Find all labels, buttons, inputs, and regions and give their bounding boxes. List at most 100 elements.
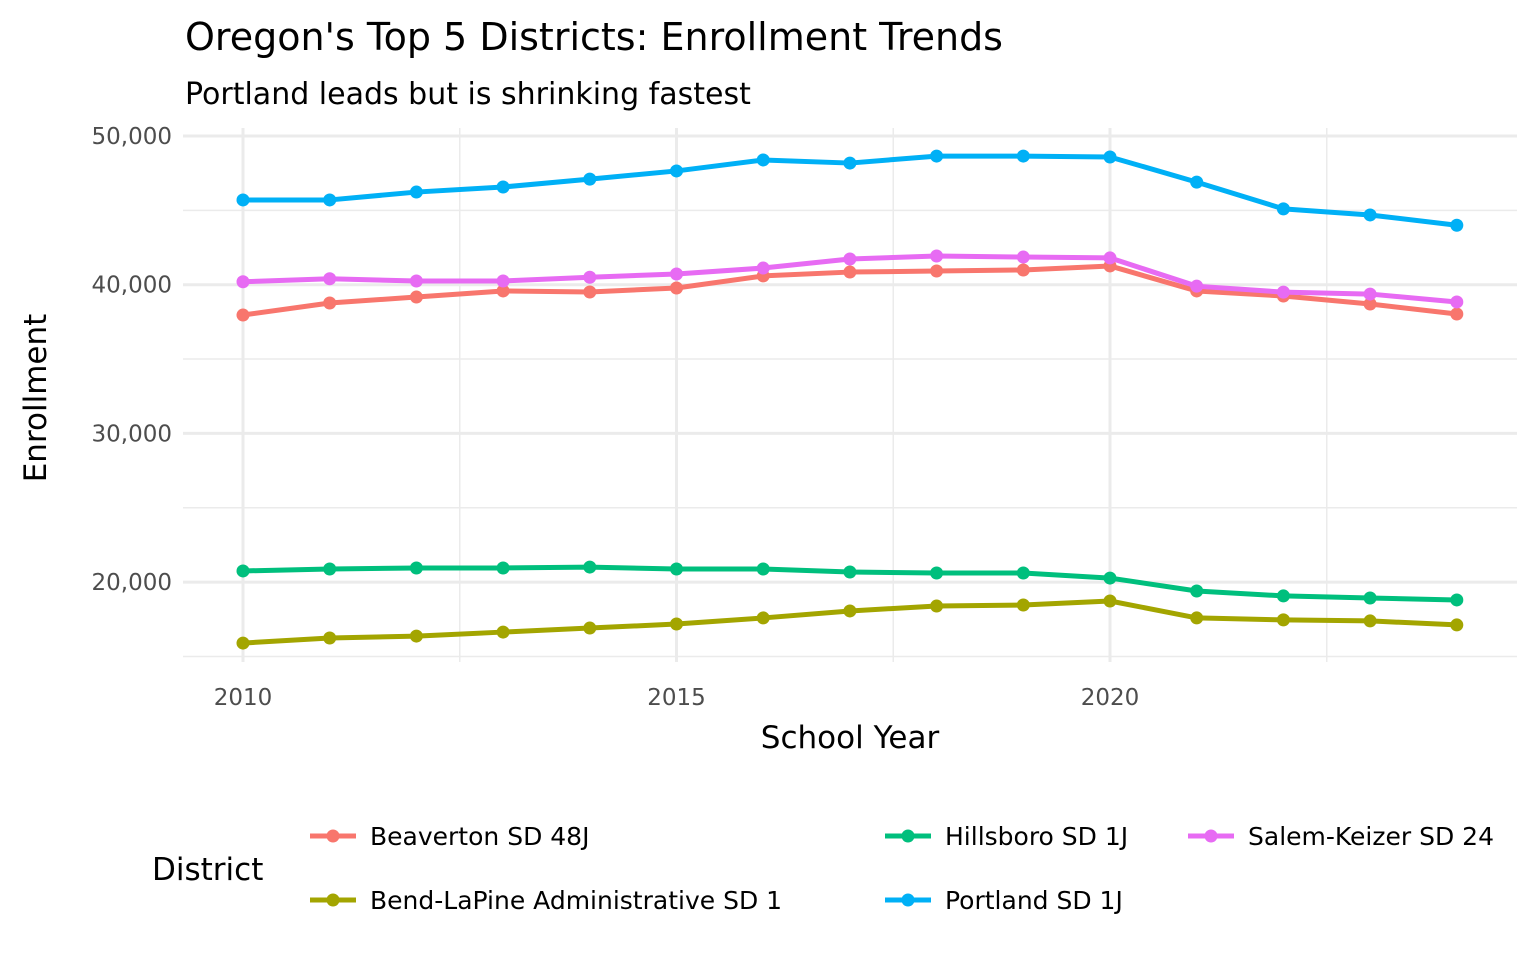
data-point [323,631,337,645]
legend-item: Beaverton SD 48J [310,822,589,851]
legend-key-point [1204,829,1218,843]
data-point [496,561,510,575]
data-point [409,274,423,288]
data-point [583,270,597,284]
data-point [1276,589,1290,603]
x-axis-ticks: 2010 2015 2020 [214,685,1140,711]
data-point [1190,175,1204,189]
data-point [670,281,683,295]
data-point [670,617,683,631]
legend-key-point [901,893,915,907]
legend-key-point [901,829,915,843]
data-point [1276,613,1290,627]
data-point [670,562,683,576]
data-point [1190,611,1204,625]
legend-key-point [326,893,340,907]
y-tick-label: 20,000 [92,570,172,596]
data-point [1363,591,1377,605]
data-point [1016,263,1030,277]
x-tick-label: 2015 [647,685,706,711]
data-point [236,564,250,578]
data-point [1363,208,1377,222]
data-point [930,249,944,263]
legend-item: Portland SD 1J [885,886,1123,915]
data-point [496,284,510,298]
data-point [236,275,250,289]
chart-title: Oregon's Top 5 Districts: Enrollment Tre… [185,15,1003,59]
x-tick-label: 2010 [214,685,273,711]
y-axis-label: Enrollment [18,314,54,483]
legend-title: District [152,852,263,888]
data-point [1016,250,1030,264]
data-point [583,285,597,299]
data-point [1016,149,1030,163]
data-point [583,560,597,574]
data-point [409,290,423,304]
data-point [1450,295,1464,309]
data-point [323,272,337,286]
legend-item: Bend-LaPine Administrative SD 1 [310,886,782,915]
data-point [843,252,857,266]
data-point [409,185,423,199]
data-point [1450,618,1464,632]
data-point [756,611,770,625]
legend-key-point [326,829,340,843]
data-point [670,164,683,178]
data-point [1103,150,1117,164]
data-point [756,261,770,275]
data-point [1363,614,1377,628]
data-point [1450,593,1464,607]
data-point [1276,285,1290,299]
data-point [930,566,944,580]
data-point [236,193,250,207]
data-point [1363,297,1377,311]
data-point [670,267,683,281]
data-point [756,153,770,167]
data-point [1190,279,1204,293]
y-tick-label: 50,000 [92,124,172,150]
data-point [323,193,337,207]
data-point [930,599,944,613]
legend-label: Portland SD 1J [945,886,1123,915]
y-tick-label: 30,000 [92,421,172,447]
data-point [1450,218,1464,232]
data-point [583,621,597,635]
data-point [496,625,510,639]
data-point [843,604,857,618]
data-point [236,308,250,322]
data-point [583,172,597,186]
data-point [1276,202,1290,216]
data-point [1016,598,1030,612]
data-point [1363,287,1377,301]
data-point [236,636,250,650]
data-point [496,180,510,194]
legend-label: Salem-Keizer SD 24 [1248,822,1494,851]
data-point [409,561,423,575]
data-point [930,264,944,278]
data-point [843,265,857,279]
data-point [1103,571,1117,585]
series-beaverton-sd-48j [236,259,1464,322]
data-point [1016,566,1030,580]
legend-label: Hillsboro SD 1J [945,822,1128,851]
data-point [843,156,857,170]
legend: Beaverton SD 48J Bend-LaPine Administrati… [310,822,1494,915]
data-point [1450,307,1464,321]
series-salem-keizer-sd-24 [236,249,1464,309]
chart-subtitle: Portland leads but is shrinking fastest [185,77,751,112]
data-point [1103,251,1117,265]
data-point [1190,584,1204,598]
series-lines [236,149,1464,650]
data-point [323,296,337,310]
gridlines [183,128,1517,662]
data-point [323,562,337,576]
x-tick-label: 2020 [1081,685,1140,711]
x-axis-label: School Year [761,720,940,756]
y-axis-ticks: 20,000 30,000 40,000 50,000 [92,124,172,596]
y-tick-label: 40,000 [92,273,172,299]
data-point [1103,594,1117,608]
legend-label: Beaverton SD 48J [370,822,589,851]
data-point [930,149,944,163]
series-bend-lapine-administrative-sd-1 [236,594,1464,650]
